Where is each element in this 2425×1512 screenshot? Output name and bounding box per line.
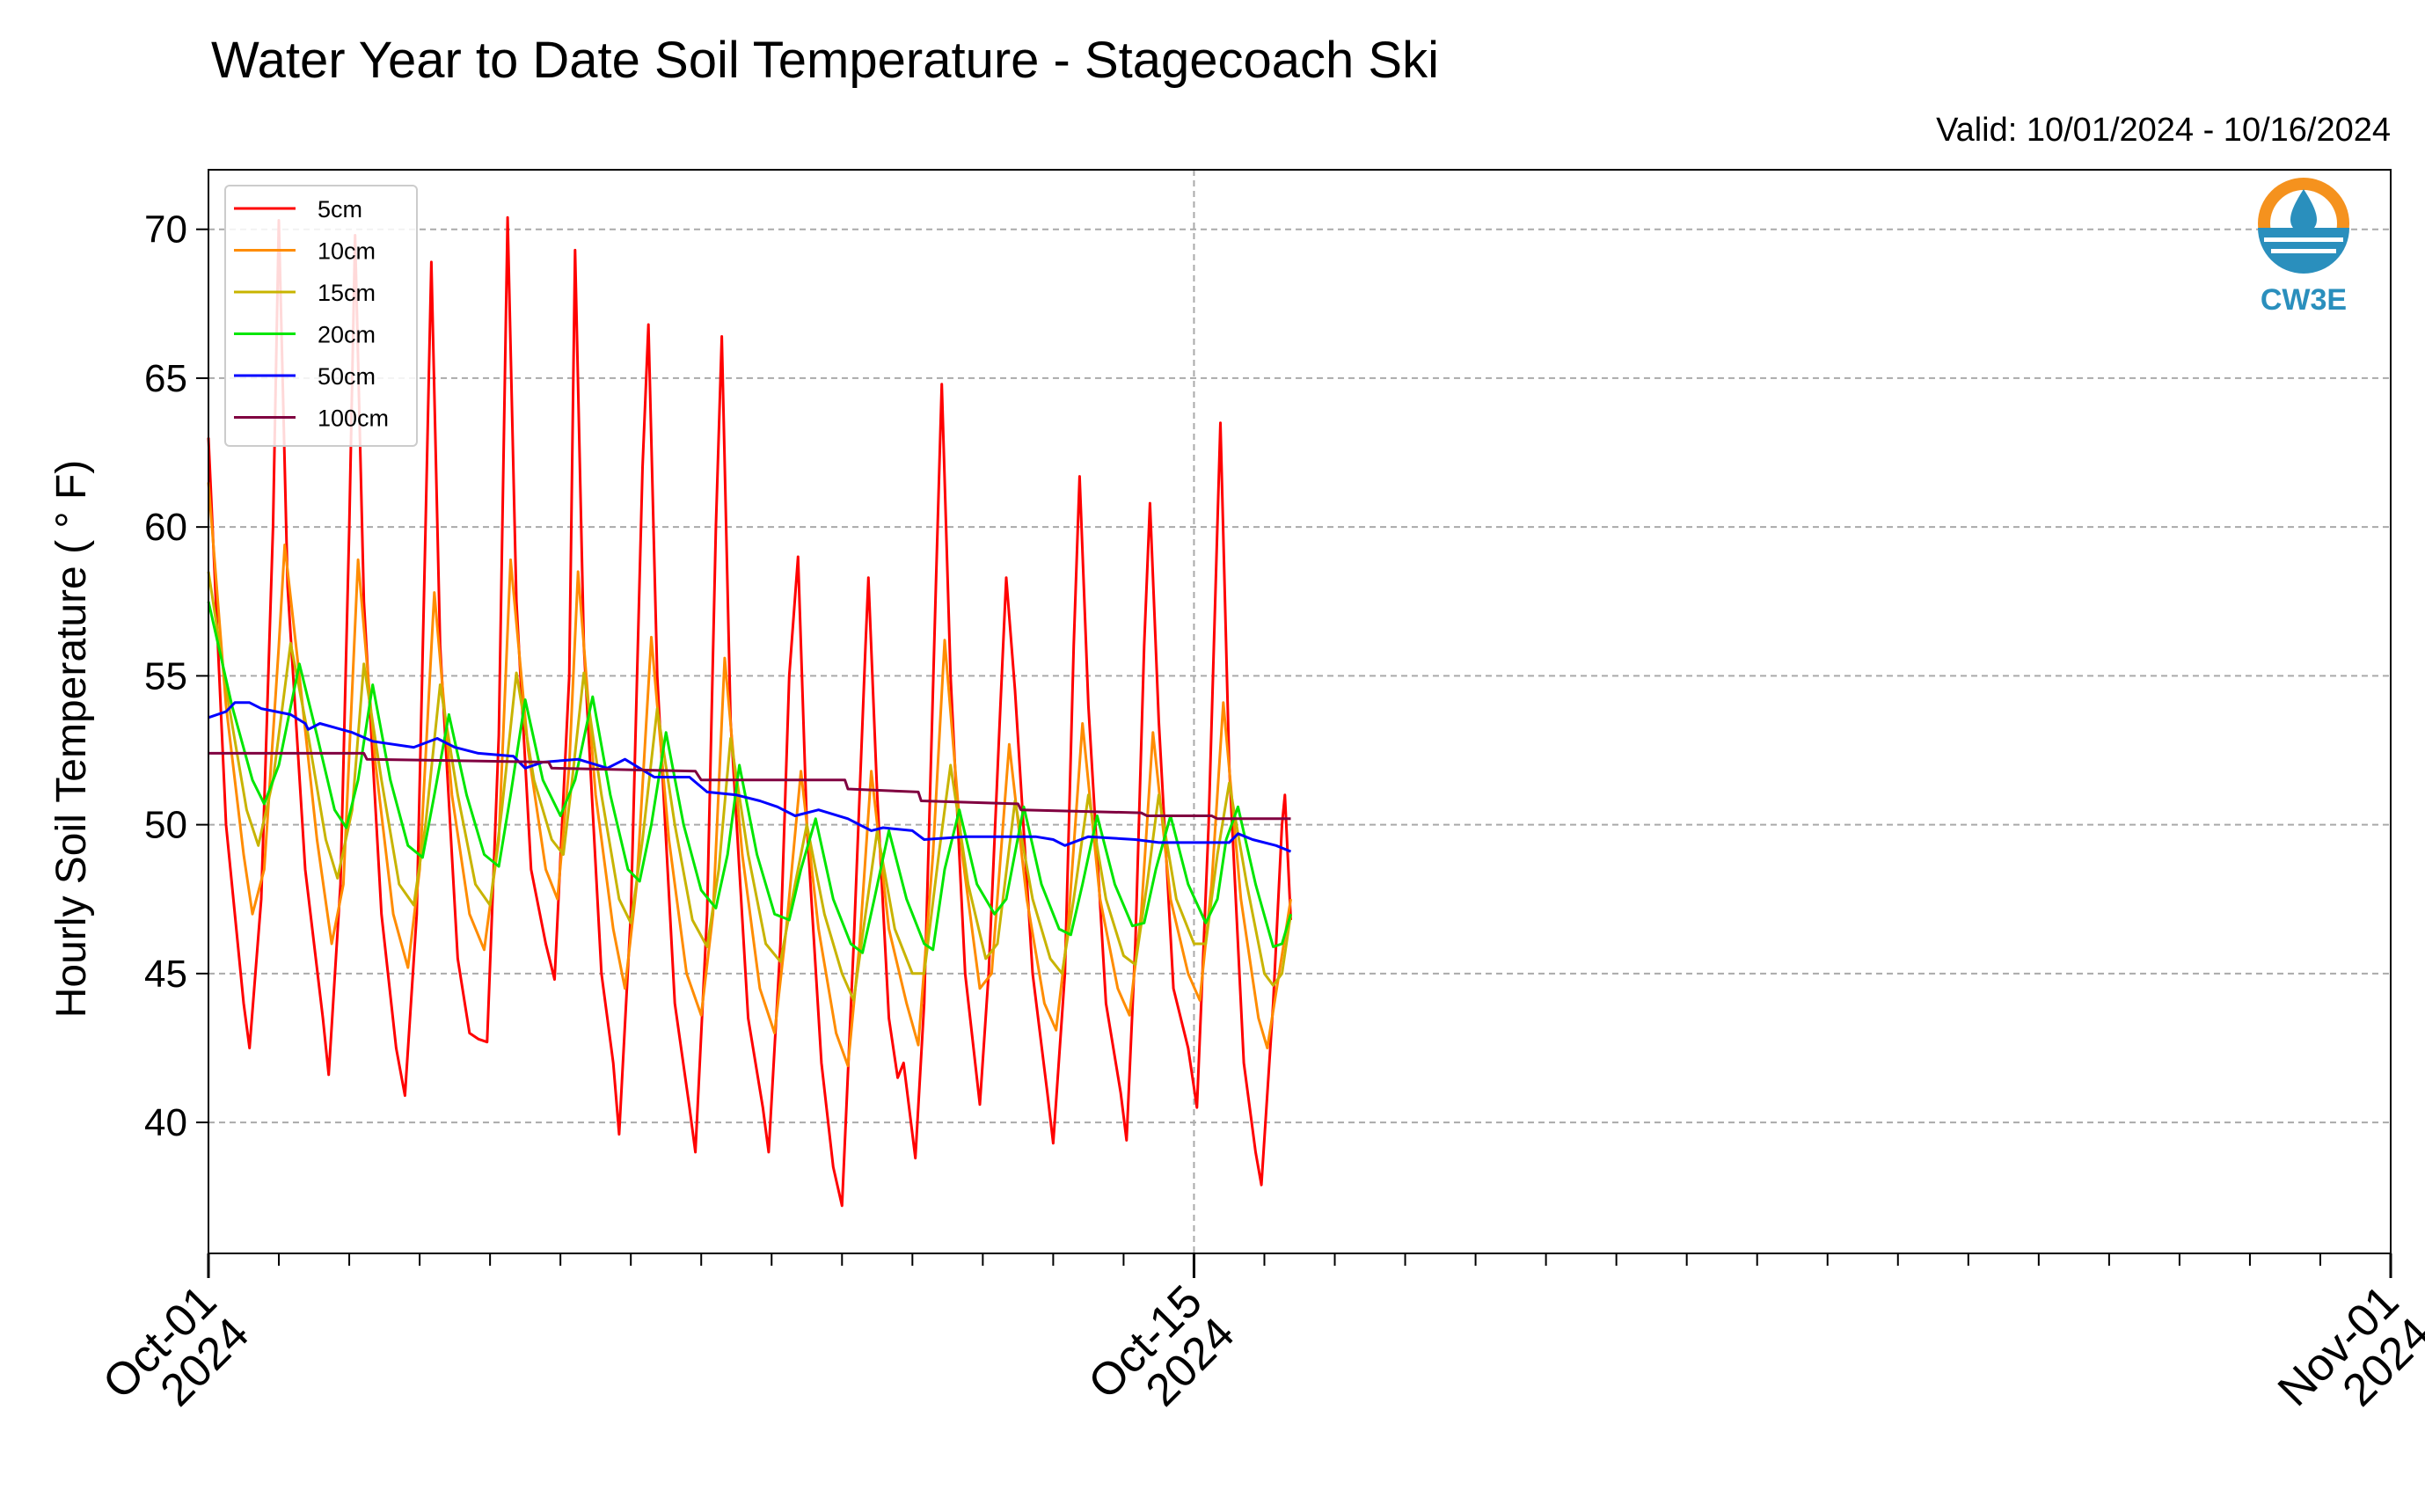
y-tick-label: 50 <box>144 804 187 847</box>
series-line-15cm <box>207 571 1292 1002</box>
chart-title: Water Year to Date Soil Temperature - St… <box>211 32 1439 89</box>
cw3e-logo: CW3E <box>2258 178 2349 317</box>
y-tick-label: 65 <box>144 357 187 400</box>
legend-label-20cm: 20cm <box>318 322 376 348</box>
legend-label-10cm: 10cm <box>318 238 376 265</box>
y-tick-label: 40 <box>144 1101 187 1144</box>
y-tick-label: 45 <box>144 953 187 996</box>
legend-label-100cm: 100cm <box>318 405 389 432</box>
series-line-20cm <box>207 601 1292 954</box>
series-line-50cm <box>208 701 1292 853</box>
logo-text: CW3E <box>2261 283 2347 317</box>
y-axis-label: Hourly Soil Temperature ( ° F) <box>48 460 95 1019</box>
plot-frame <box>208 169 2392 1254</box>
legend: 5cm 10cm 15cm 20cm 50cm 100cm <box>224 185 418 447</box>
y-tick-label: 60 <box>144 506 187 549</box>
logo-wave-line-1 <box>2264 237 2343 242</box>
legend-label-5cm: 5cm <box>318 196 362 223</box>
legend-label-50cm: 50cm <box>318 363 376 390</box>
logo-wave-line-2 <box>2271 249 2336 253</box>
legend-label-15cm: 15cm <box>318 280 376 306</box>
series-line-10cm <box>207 482 1292 1068</box>
logo-drop-icon <box>2290 189 2317 233</box>
series-line-5cm <box>207 215 1292 1208</box>
valid-date-range: Valid: 10/01/2024 - 10/16/2024 <box>1936 112 2391 149</box>
series-lines <box>207 215 1292 1208</box>
y-tick-label: 55 <box>144 654 187 698</box>
series-line-100cm <box>208 751 1291 821</box>
y-tick-label: 70 <box>144 208 187 252</box>
